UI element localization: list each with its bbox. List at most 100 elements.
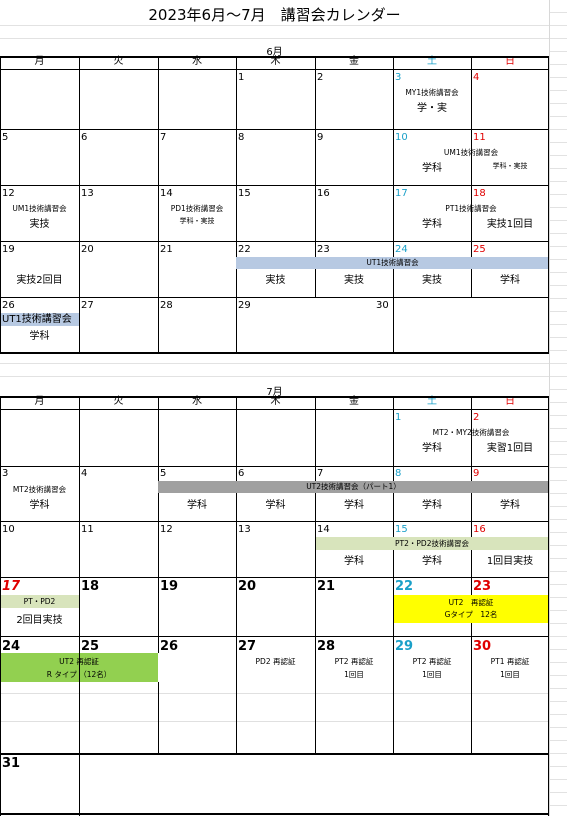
event-label: PT2 再認証 <box>334 657 374 666</box>
day-number: 2 <box>317 72 324 83</box>
day-number: 19 <box>160 579 179 594</box>
grid-line <box>236 269 237 354</box>
grid-line <box>0 813 549 815</box>
event-label: PT1技術講習会 <box>393 203 549 214</box>
grid-line <box>393 396 394 481</box>
grid-line <box>236 493 237 753</box>
event-detail: 学科・実技 <box>492 162 528 170</box>
day-number: 7 <box>160 132 167 143</box>
grid-line <box>0 577 549 578</box>
weekday-fri: 金 <box>349 56 359 67</box>
event-detail: 実習1回目 <box>486 443 534 454</box>
grid-line <box>158 682 159 753</box>
event-detail: 学科 <box>29 331 50 342</box>
day-number: 15 <box>395 524 408 535</box>
day-number: 7 <box>317 468 324 479</box>
day-number: 8 <box>238 132 245 143</box>
grid-line <box>471 396 472 481</box>
weekday-thu: 木 <box>270 56 281 67</box>
event-detail: 学科 <box>422 443 442 454</box>
event-detail: 実技2回目 <box>16 275 63 286</box>
event-detail: 2回目実技 <box>16 615 63 626</box>
day-number: 24 <box>2 639 21 654</box>
day-number: 10 <box>395 132 408 143</box>
day-number: 13 <box>81 188 94 199</box>
event-label: PD2 再認証 <box>255 657 296 666</box>
calendar-july: 月 火 水 木 金 土 日 1 2 MT2・MY2技術講習会 学科 実習1回目 … <box>0 396 549 816</box>
day-number: 19 <box>2 244 15 255</box>
day-number: 25 <box>473 244 486 255</box>
grid-line <box>0 396 1 816</box>
weekday-tue: 火 <box>113 396 124 407</box>
day-number: 11 <box>473 132 486 143</box>
grid-line <box>471 550 472 595</box>
event-label: UM1技術講習会 <box>393 147 549 158</box>
grid-line <box>0 69 549 70</box>
grid-line <box>79 56 80 241</box>
event-detail: 1回目 <box>344 670 364 679</box>
event-label: UM1技術講習会 <box>12 204 67 213</box>
event-band-pt2: PT2・PD2技術講習会 <box>315 537 549 550</box>
grid-line <box>0 693 549 694</box>
grid-line <box>0 56 549 58</box>
event-detail: 実技 <box>344 275 364 286</box>
day-number: 4 <box>473 72 480 83</box>
grid-line <box>0 466 549 467</box>
day-number: 20 <box>238 579 257 594</box>
day-number: 24 <box>395 244 408 255</box>
event-detail: 実技 <box>265 275 286 286</box>
day-number: 8 <box>395 468 402 479</box>
grid-line <box>315 396 316 481</box>
grid-line <box>393 550 394 753</box>
event-label: PT1 再認証 <box>490 657 530 666</box>
grid-line <box>393 269 394 354</box>
day-number: 9 <box>473 468 480 479</box>
day-number: 5 <box>2 132 9 143</box>
event-detail: 学科 <box>344 500 364 511</box>
day-number: 18 <box>81 579 100 594</box>
grid-line <box>236 396 237 481</box>
event-detail: 学科 <box>265 500 286 511</box>
day-number: 12 <box>2 188 15 199</box>
grid-line <box>158 396 159 481</box>
weekday-sun: 日 <box>505 56 515 67</box>
grid-line <box>79 241 80 354</box>
day-number: 5 <box>160 468 167 479</box>
event-detail: 実技 <box>422 275 442 286</box>
grid-line <box>158 493 159 653</box>
day-number: 27 <box>238 639 257 654</box>
month-label-june: 6月 <box>0 43 549 58</box>
day-number: 13 <box>238 524 251 535</box>
event-detail: 学科 <box>422 556 442 567</box>
grid-line <box>158 56 159 354</box>
page-title: 2023年6月～7月 講習会カレンダー <box>0 4 549 25</box>
day-number: 16 <box>317 188 330 199</box>
weekday-mon: 月 <box>34 396 45 407</box>
grid-line <box>0 241 549 242</box>
day-number: 29 <box>238 300 251 311</box>
day-number: 18 <box>473 188 486 199</box>
day-number: 30 <box>376 300 389 311</box>
event-detail: 1回目 <box>422 670 442 679</box>
weekday-tue: 火 <box>113 56 124 67</box>
event-band-ut1: UT1技術講習会 <box>0 313 79 326</box>
day-number: 14 <box>160 188 173 199</box>
grid-line <box>0 185 549 186</box>
grid-line <box>393 493 394 537</box>
event-detail: 学科・実技 <box>179 217 215 225</box>
day-number: 3 <box>2 468 9 479</box>
event-detail: 学科 <box>500 500 520 511</box>
month-label-july: 7月 <box>0 383 549 398</box>
day-number: 2 <box>473 412 480 423</box>
event-label: PD1技術講習会 <box>170 204 224 213</box>
day-number: 1 <box>395 412 402 423</box>
day-number: 17 <box>395 188 408 199</box>
grid-line <box>548 396 549 816</box>
grid-line <box>0 409 549 410</box>
event-detail: 学・実 <box>417 103 447 114</box>
grid-line <box>471 269 472 297</box>
event-label: PT2 再認証 <box>412 657 452 666</box>
grid-line <box>0 521 549 522</box>
grid-line <box>315 493 316 753</box>
day-number: 14 <box>317 524 330 535</box>
